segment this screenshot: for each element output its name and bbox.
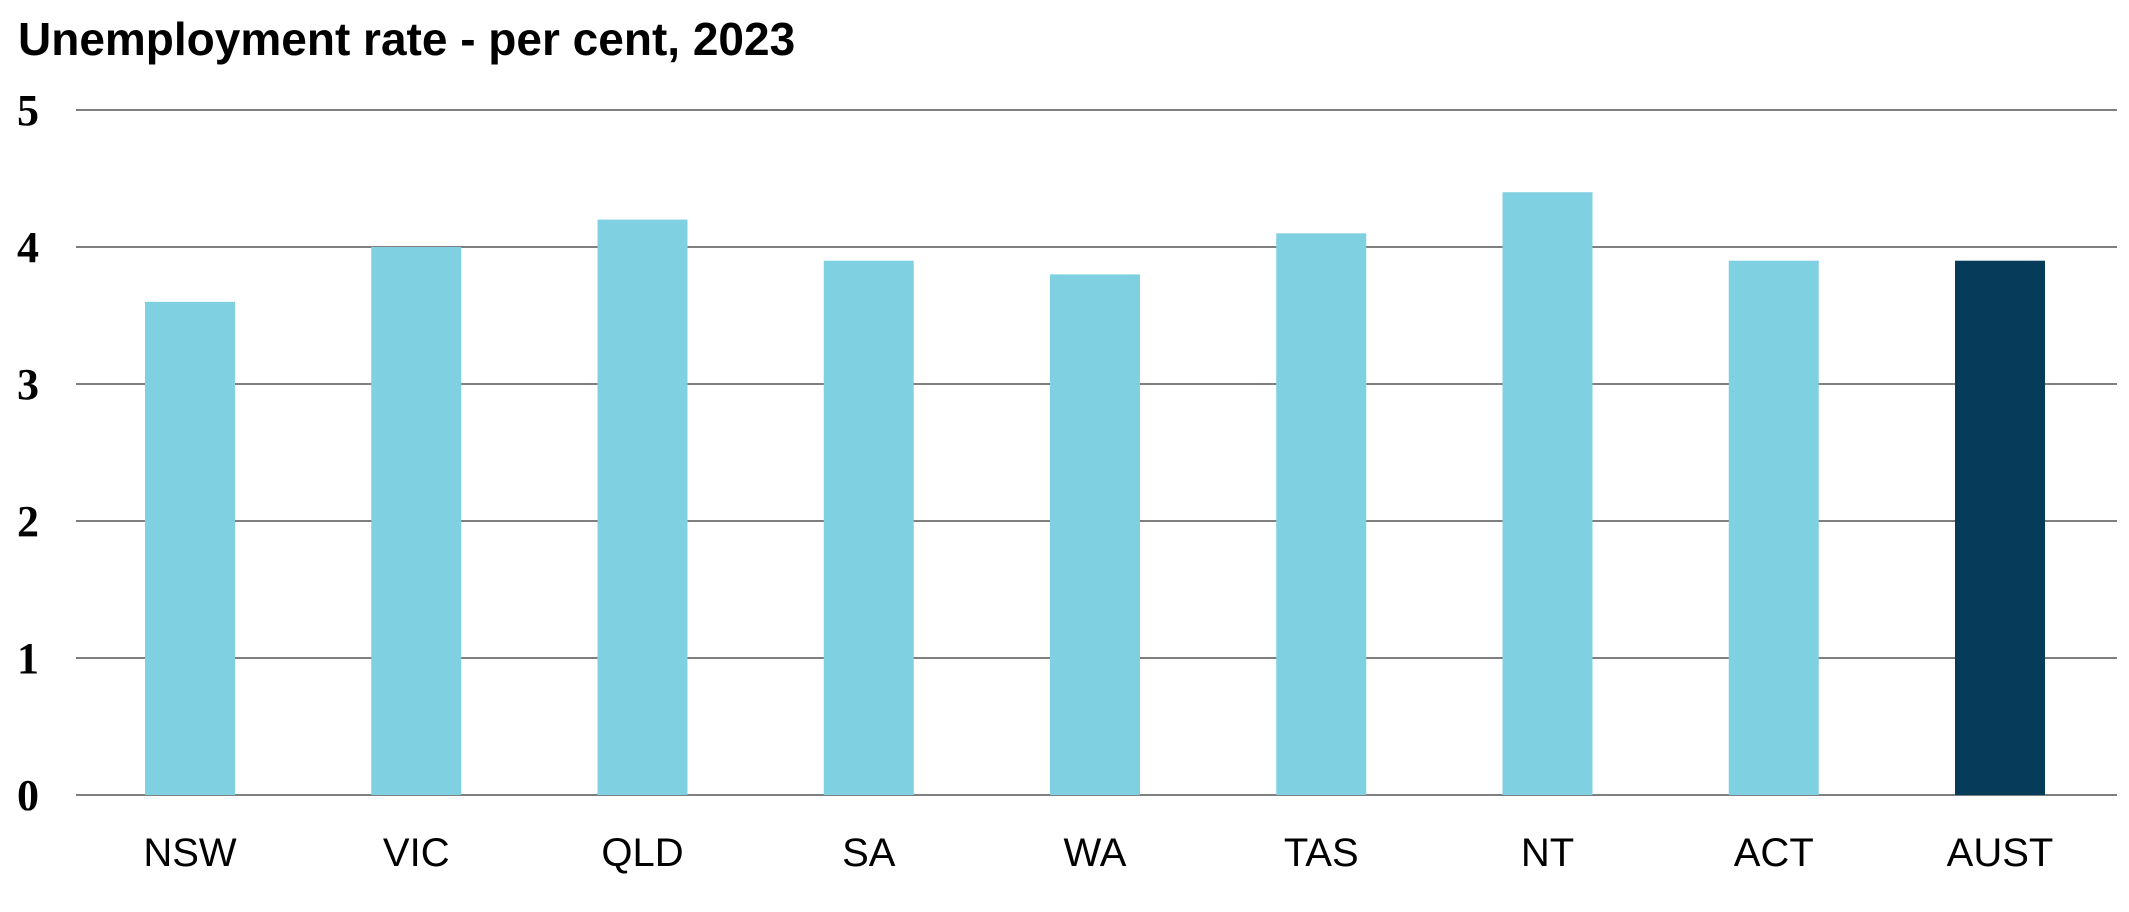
x-tick-label-wa: WA (1064, 831, 1127, 875)
bar-aust (1955, 260, 2045, 795)
bar-nt (1502, 192, 1593, 795)
x-tick-label-nt: NT (1521, 831, 1574, 875)
y-tick-label: 3 (17, 360, 39, 409)
bar-wa (1050, 274, 1140, 795)
x-tick-label-nsw: NSW (143, 831, 237, 875)
bars (145, 192, 2045, 796)
bar-sa (823, 260, 914, 795)
bar-tas (1276, 233, 1367, 796)
x-tick-label-tas: TAS (1284, 831, 1359, 875)
x-tick-label-sa: SA (842, 831, 896, 875)
bar-vic (371, 247, 462, 795)
y-tick-label: 0 (17, 771, 39, 820)
chart-title: Unemployment rate - per cent, 2023 (18, 13, 796, 65)
x-tick-label-vic: VIC (383, 831, 450, 875)
bar-nsw (145, 301, 235, 795)
y-tick-label: 2 (17, 497, 39, 546)
y-tick-label: 4 (17, 223, 39, 272)
bar-act (1728, 260, 1819, 795)
bar-qld (597, 219, 688, 796)
y-tick-label: 5 (17, 86, 39, 135)
x-axis-ticks: NSW VIC QLD SA WA TAS NT ACT AUST (143, 831, 2053, 875)
y-axis-ticks: 0 1 2 3 4 5 (17, 86, 39, 820)
y-tick-label: 1 (17, 634, 39, 683)
x-tick-label-aust: AUST (1947, 831, 2054, 875)
x-tick-label-act: ACT (1734, 831, 1814, 875)
x-tick-label-qld: QLD (601, 831, 683, 875)
